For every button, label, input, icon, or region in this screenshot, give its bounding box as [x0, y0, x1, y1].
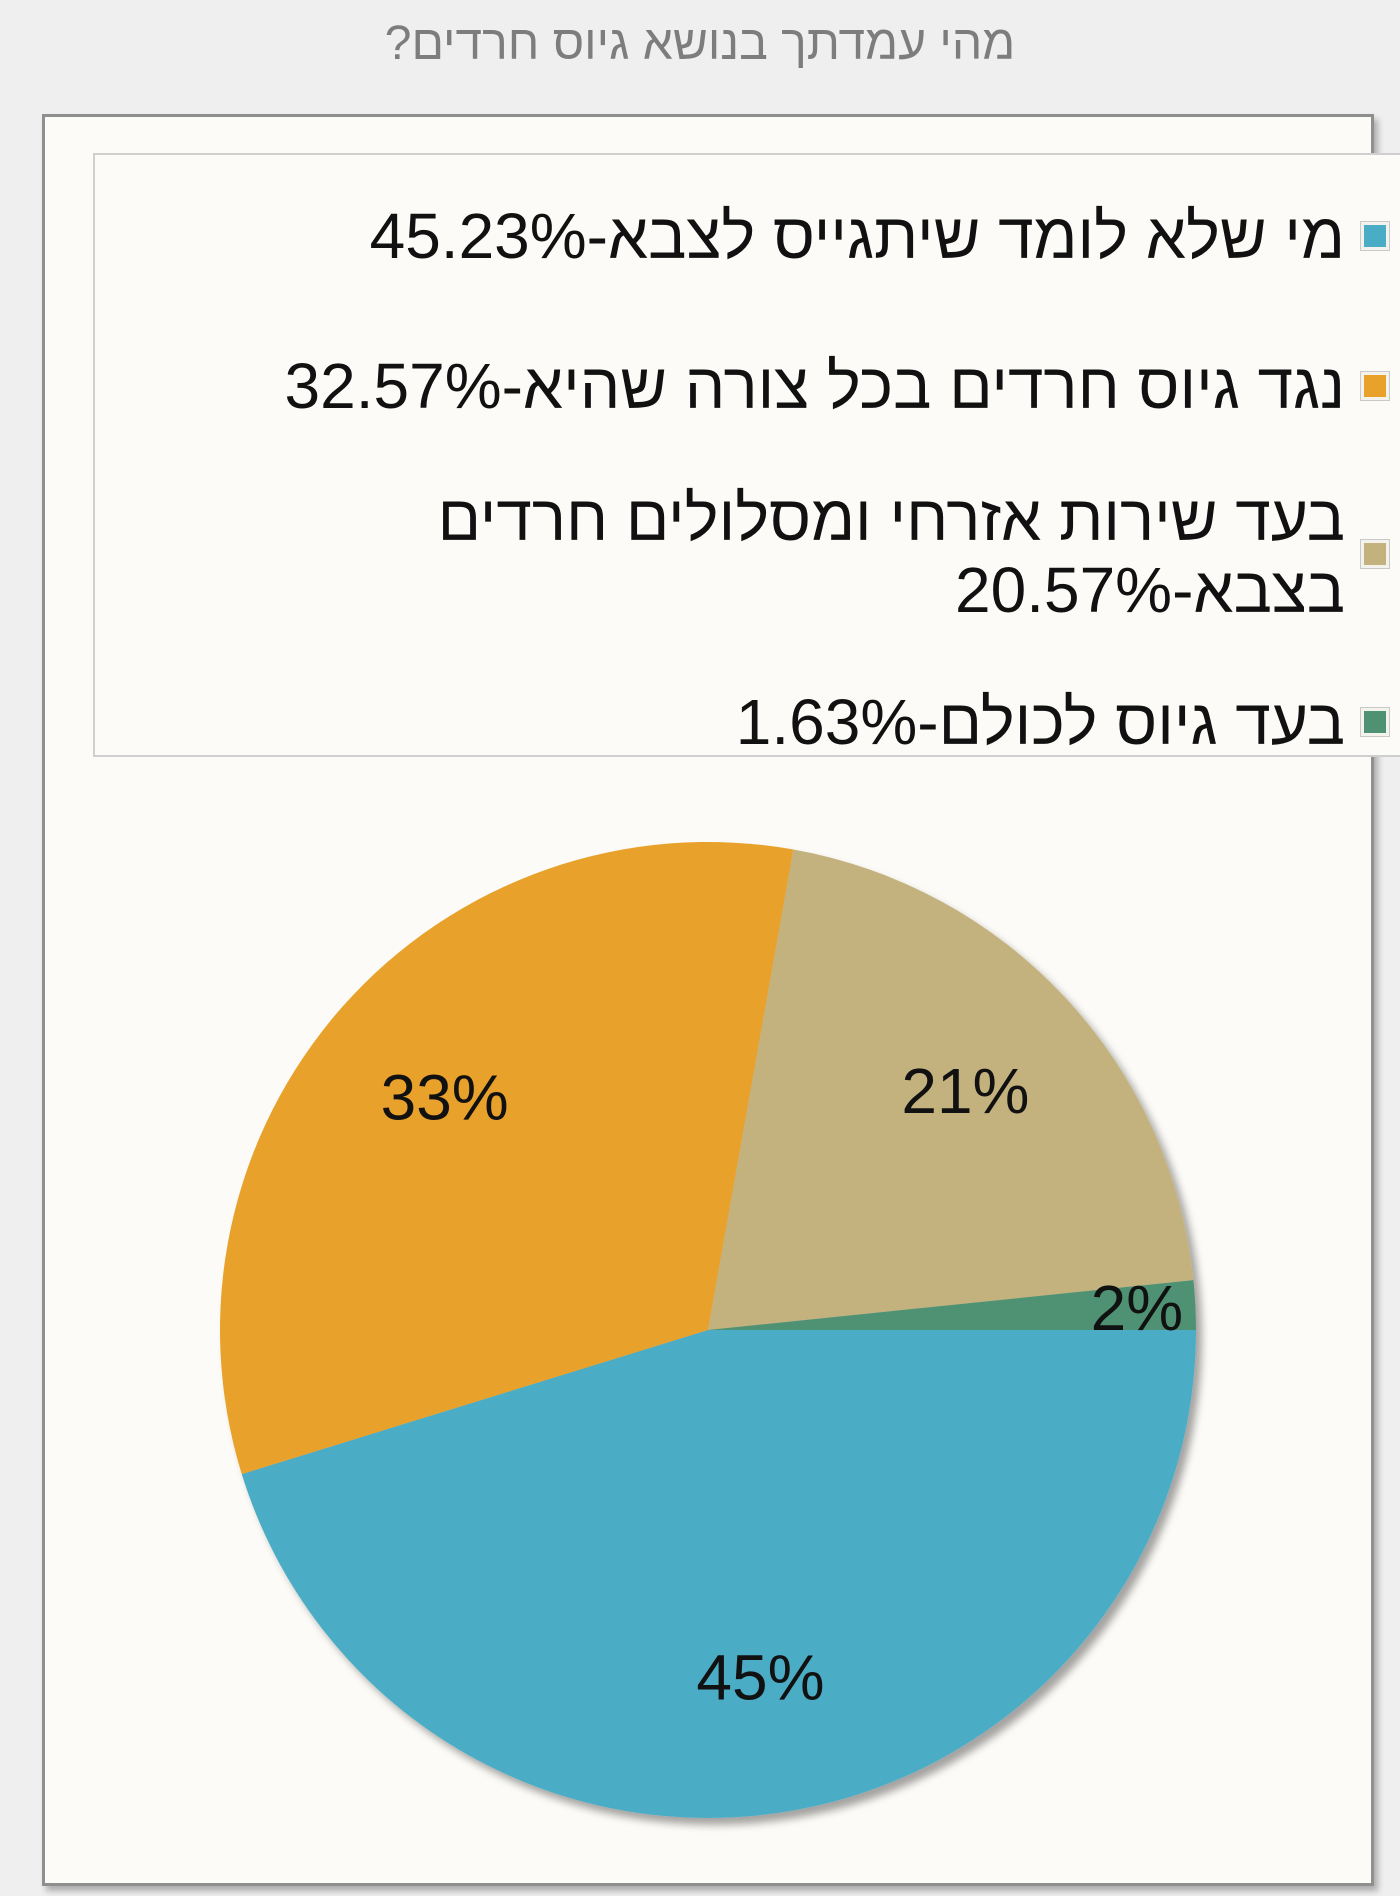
pie-slice	[708, 1280, 1196, 1330]
legend-item: בעד שירות אזרחי ומסלולים חרדים בצבא-20.5…	[95, 461, 1400, 647]
pie-slice	[241, 1330, 1197, 1818]
slice-data-label: 33%	[381, 1061, 509, 1133]
legend-label: מי שלא לומד שיתגייס לצבא-45.23%	[369, 200, 1345, 272]
pie-chart: 45% 33% 21% 2%	[220, 842, 1197, 1818]
pie-slice	[708, 849, 1194, 1330]
legend-swatch	[1361, 540, 1389, 568]
legend-item: נגד גיוס חרדים בכל צורה שהיא-32.57%	[95, 311, 1400, 461]
slice-data-label: 45%	[696, 1641, 824, 1713]
chart-legend: מי שלא לומד שיתגייס לצבא-45.23% נגד גיוס…	[93, 153, 1400, 758]
legend-label: נגד גיוס חרדים בכל צורה שהיא-32.57%	[284, 350, 1345, 422]
legend-item: מי שלא לומד שיתגייס לצבא-45.23%	[95, 161, 1400, 311]
legend-swatch	[1361, 372, 1389, 400]
legend-swatch	[1361, 708, 1389, 736]
poll-title: מהי עמדתך בנושא גיוס חרדים?	[384, 17, 1016, 70]
slice-data-label: 21%	[901, 1055, 1029, 1127]
legend-swatch	[1361, 222, 1389, 250]
legend-item: בעד גיוס לכולם-1.63%	[95, 647, 1400, 797]
legend-label: בעד שירות אזרחי ומסלולים חרדים בצבא-20.5…	[437, 482, 1345, 626]
slice-data-label: 2%	[1091, 1272, 1184, 1344]
chart-frame: 45% 33% 21% 2% מי שלא לומד שיתגייס לצבא-45.…	[42, 114, 1400, 1886]
pie-slice	[220, 842, 794, 1475]
legend-label: בעד גיוס לכולם-1.63%	[735, 686, 1345, 758]
